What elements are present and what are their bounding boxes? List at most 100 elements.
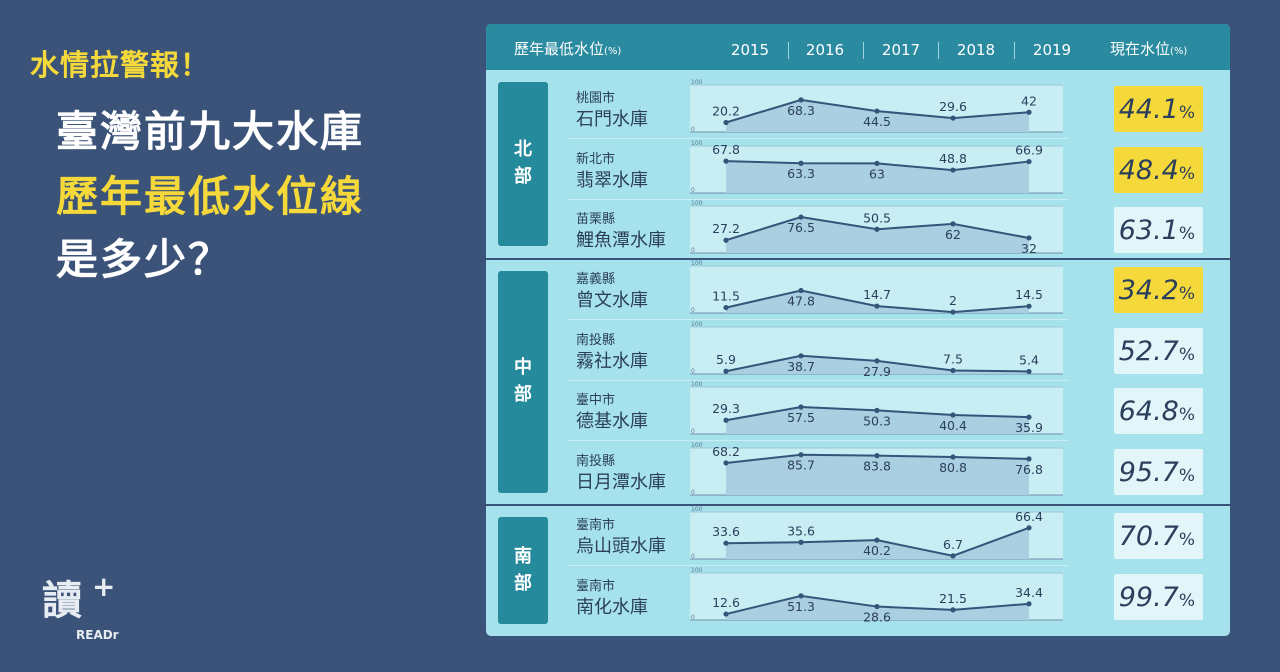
reservoir-name: 曾文水庫 [576,290,648,311]
chart-header: 歷年最低水位(%) 2015 2016 2017 2018 2019 現在水位(… [486,24,1230,70]
data-label: 27.9 [863,363,891,378]
current-level-box: 52.7% [1114,327,1203,374]
series-area [726,290,1029,313]
current-level-number: 70.7 [1118,521,1179,552]
y-tick-label: 100 [691,381,703,388]
data-label: 38.7 [787,358,815,373]
reservoir-county: 桃園市 [576,91,616,106]
data-label: 66.9 [1015,142,1043,157]
data-label: 27.2 [712,221,740,236]
row-divider [568,138,1068,139]
data-point [950,309,956,315]
region-label-char: 北 [514,139,532,160]
reservoir-row: 南投縣 霧社水庫 100 0 5.9 38.7 27.9 7.5 5.4 52.7% [548,321,1230,381]
data-point [874,537,880,543]
sparkline-chart: 100 0 11.5 47.8 14.7 2 14.5 [690,260,1063,315]
reservoir-county: 苗栗縣 [576,212,616,227]
reservoir-county: 臺南市 [576,578,616,594]
y-tick-label: 100 [691,442,703,449]
data-label: 14.5 [1015,287,1043,302]
reservoir-name: 德基水庫 [576,411,648,432]
data-point [798,287,804,294]
data-label: 2 [949,293,957,308]
sparkline-chart: 100 0 12.6 51.3 28.6 21.5 34.4 [690,567,1063,624]
data-label: 66.4 [1015,509,1043,524]
data-point [1026,600,1032,606]
data-point [723,237,729,243]
header-title-unit: (%) [604,46,622,57]
reservoir-row: 苗栗縣 鯉魚潭水庫 100 0 27.2 76.5 50.5 62 32 63.1% [548,200,1230,260]
data-point [950,606,956,612]
current-level-box: 70.7% [1114,513,1203,559]
reservoir-county: 南投縣 [576,332,616,348]
data-label: 68.2 [712,443,740,458]
headline-line-2: 歷年最低水位線 [56,172,365,221]
data-label: 29.6 [939,99,967,114]
data-label: 50.3 [863,413,891,428]
reservoir-name: 南化水庫 [576,596,648,618]
data-label: 34.4 [1015,584,1043,599]
title-area: 水情拉警報！ 臺灣前九大水庫 歷年最低水位線 是多少？ 讀 + READr [0,0,460,672]
data-point [798,539,804,545]
year-label-2019: 2019 [1032,41,1072,59]
header-title-text: 歷年最低水位 [514,40,605,58]
header-title: 歷年最低水位(%) [514,38,621,59]
current-level-box-warning: 44.1% [1114,86,1203,132]
data-label: 35.9 [1015,420,1043,435]
data-point [723,119,729,126]
current-level-number: 44.1 [1118,94,1179,125]
data-label: 68.3 [787,103,815,118]
reservoir-row: 桃園市 石門水庫 100 0 20.2 68.3 44.5 29.6 42 44.1% [548,79,1230,139]
reservoir-row: 新北市 翡翠水庫 100 0 67.8 63.3 63 48.8 66.9 48.4% [548,140,1230,200]
reservoir-name: 石門水庫 [576,109,648,130]
current-title-text: 現在水位 [1110,40,1171,58]
data-point [1026,109,1032,115]
data-point [798,97,804,103]
sparkline-chart: 100 0 20.2 68.3 44.5 29.6 42 [690,79,1063,133]
reservoir-county: 新北市 [576,151,616,167]
data-point [874,603,880,609]
reservoir-row: 臺南市 烏山頭水庫 100 0 33.6 35.6 40.2 6.7 66.4 70.7% [548,506,1230,566]
data-label: 5.9 [716,352,736,367]
data-label: 6.7 [943,537,963,552]
year-separator [1014,42,1015,59]
current-level-box: 95.7% [1114,448,1203,495]
reservoir-county: 臺南市 [576,518,616,533]
percent-sign: % [1178,405,1195,425]
data-point [874,160,880,166]
current-level-number: 52.7 [1118,335,1179,367]
current-level-value: 64.8% [1119,396,1195,427]
percent-sign: % [1178,530,1195,550]
data-point [723,304,729,311]
reservoir-name: 日月潭水庫 [576,471,666,493]
data-point [1026,368,1032,374]
data-point [950,166,956,173]
reservoir-row: 臺中市 德基水庫 100 0 29.3 57.5 50.3 40.4 35.9 64.8% [548,381,1230,441]
y-tick-label: 100 [691,567,703,574]
year-separator [938,42,939,59]
data-point [723,459,729,466]
logo-plus: + [92,570,116,603]
data-point [798,404,804,410]
reservoir-name: 鯉魚潭水庫 [576,230,666,251]
percent-sign: % [1178,284,1195,304]
data-label: 85.7 [787,457,815,472]
data-point [1026,525,1032,531]
reservoir-name: 烏山頭水庫 [576,536,666,557]
data-label: 44.5 [863,114,891,129]
y-tick-label: 0 [691,489,695,496]
y-tick-label: 0 [691,187,695,194]
data-label: 51.3 [787,598,815,613]
alert-tag: 水情拉警報！ [30,48,211,82]
data-point [1026,414,1032,420]
region-separator [486,258,1230,260]
region-separator [486,504,1230,506]
data-label: 42 [1021,93,1037,108]
row-divider [568,198,1068,200]
region-label-char: 部 [514,166,532,187]
data-point [723,417,729,423]
data-label: 35.6 [787,523,815,538]
current-level-box-warning: 34.2% [1114,267,1203,313]
data-point [874,226,880,232]
region-label-2: 中部 [498,271,548,493]
